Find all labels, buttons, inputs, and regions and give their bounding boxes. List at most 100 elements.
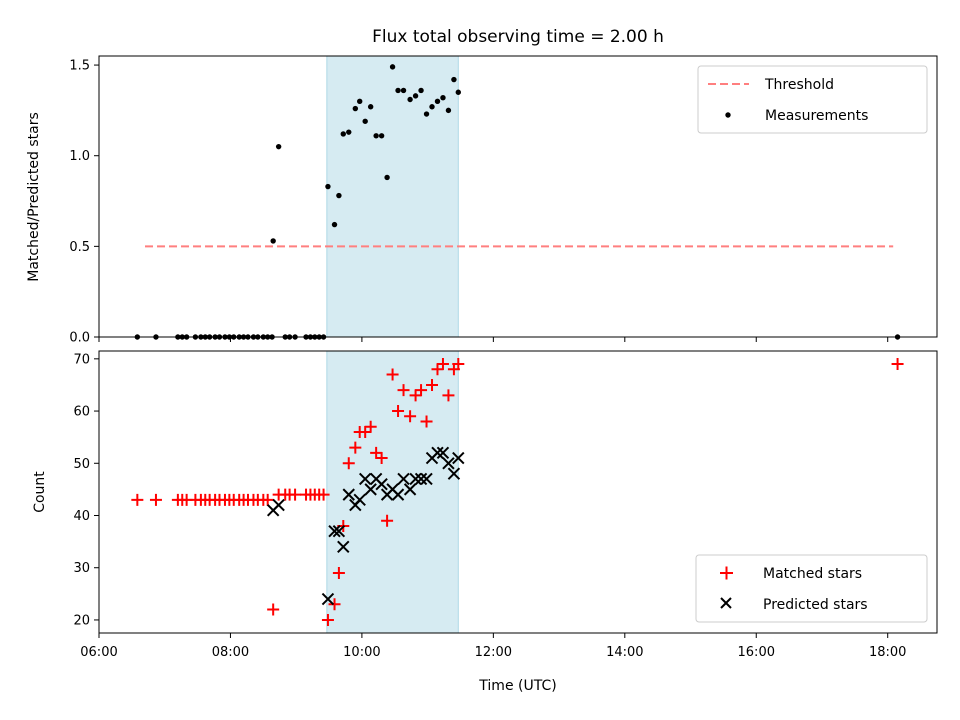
measurement-point bbox=[440, 94, 446, 101]
predicted-star-point bbox=[364, 483, 377, 496]
y-tick-label: 40 bbox=[73, 509, 90, 524]
measurement-point bbox=[270, 238, 276, 244]
chart-title: Flux total observing time = 2.00 h bbox=[372, 27, 664, 47]
predicted-star-point bbox=[452, 451, 465, 465]
x-tick-label: 12:00 bbox=[475, 645, 512, 660]
measurements-legend-swatch bbox=[725, 112, 731, 118]
bottom-y-ticks: 20 30 40 50 60 70 bbox=[73, 352, 99, 628]
measurement-point bbox=[336, 192, 342, 199]
y-tick-label: 20 bbox=[73, 613, 90, 628]
matched-star-point bbox=[431, 363, 444, 376]
predicted-star-point bbox=[431, 446, 444, 460]
measurement-point bbox=[429, 104, 435, 110]
bottom-legend-box bbox=[695, 554, 928, 623]
top-legend-box bbox=[697, 65, 928, 134]
measurement-point bbox=[400, 87, 407, 94]
matched-star-point bbox=[392, 405, 405, 418]
predicted-star-point bbox=[375, 477, 388, 491]
predicted-star-point bbox=[436, 446, 450, 460]
measurement-point bbox=[445, 107, 452, 114]
measurement-point bbox=[378, 133, 385, 139]
measurement-point bbox=[373, 133, 379, 139]
matched-star-point bbox=[409, 389, 422, 402]
y-tick-label: 60 bbox=[73, 405, 90, 420]
matched-star-point bbox=[452, 358, 465, 371]
matched-star-point bbox=[426, 378, 439, 391]
matched-star-point bbox=[131, 493, 144, 506]
measurement-point bbox=[362, 118, 368, 124]
x-tick-label: 06:00 bbox=[80, 645, 117, 660]
matched-star-point bbox=[349, 441, 362, 454]
measurement-point bbox=[418, 87, 424, 94]
matched-star-point bbox=[381, 514, 394, 527]
measurement-point bbox=[346, 129, 352, 135]
bottom-y-axis-label: Count bbox=[32, 471, 48, 513]
matched-star-point bbox=[332, 566, 345, 579]
predicted-star-point bbox=[391, 488, 405, 501]
bottom-panel: 20 30 40 50 60 70 06:00 08:00 10:00 12:00 14:00 16… bbox=[32, 350, 938, 694]
matched-star-point bbox=[891, 358, 904, 371]
measurement-point bbox=[395, 87, 401, 94]
y-tick-label: 30 bbox=[73, 561, 90, 576]
matched-star-point bbox=[375, 452, 388, 465]
matched-star-point bbox=[436, 358, 449, 371]
top-observing-window bbox=[326, 55, 459, 338]
matched-star-point bbox=[261, 493, 274, 506]
predicted-star-point bbox=[447, 467, 461, 480]
y-tick-label: 0.5 bbox=[69, 240, 90, 255]
matched-star-point bbox=[404, 410, 417, 423]
measurement-point bbox=[423, 111, 430, 117]
predicted-stars-legend-label: Predicted stars bbox=[763, 597, 868, 613]
matched-star-point bbox=[289, 488, 302, 501]
x-axis-label: Time (UTC) bbox=[478, 678, 556, 694]
predicted-star-point bbox=[397, 472, 410, 486]
measurement-point bbox=[407, 96, 413, 103]
measurement-point bbox=[389, 64, 396, 70]
x-tick-label: 18:00 bbox=[869, 645, 906, 660]
top-legend: Threshold Measurements bbox=[697, 65, 928, 134]
predicted-star-point bbox=[328, 524, 341, 538]
measurement-point bbox=[325, 183, 331, 190]
matched-star-point bbox=[342, 457, 355, 470]
y-tick-label: 1.0 bbox=[69, 149, 90, 164]
matched-star-point bbox=[364, 420, 377, 433]
top-panel: 0.0 0.5 1.0 1.5 Flux total observing time =… bbox=[26, 27, 938, 346]
measurement-point bbox=[340, 131, 346, 137]
predicted-stars-legend-swatch bbox=[720, 597, 732, 609]
matched-star-point bbox=[370, 446, 383, 459]
predicted-star-point bbox=[332, 524, 346, 538]
predicted-star-point bbox=[409, 472, 422, 486]
matched-star-point bbox=[415, 384, 428, 397]
y-tick-label: 0.0 bbox=[69, 331, 90, 346]
matched-star-point bbox=[359, 425, 372, 438]
threshold-legend-label: Threshold bbox=[764, 77, 834, 93]
measurement-point bbox=[275, 143, 282, 150]
measurements-legend-label: Measurements bbox=[765, 108, 868, 124]
counts-layer bbox=[131, 358, 904, 626]
predicted-star-point bbox=[442, 457, 455, 470]
predicted-star-point bbox=[358, 472, 372, 486]
matched-stars-legend-swatch bbox=[720, 566, 733, 580]
y-tick-label: 70 bbox=[73, 352, 90, 367]
predicted-star-point bbox=[420, 472, 433, 486]
measurement-point bbox=[434, 98, 441, 105]
bottom-x-ticks: 06:00 08:00 10:00 12:00 14:00 16:00 18:00 bbox=[80, 633, 906, 660]
measurement-point bbox=[412, 93, 419, 99]
measurement-point bbox=[367, 104, 374, 110]
matched-stars-legend-label: Matched stars bbox=[763, 566, 862, 582]
predicted-star-point bbox=[342, 488, 355, 501]
matched-star-point bbox=[442, 389, 455, 402]
top-plot-frame bbox=[98, 55, 938, 338]
matched-star-point bbox=[328, 598, 341, 611]
measurement-point bbox=[455, 89, 461, 95]
bottom-legend: Matched stars Predicted stars bbox=[695, 554, 928, 623]
top-y-ticks: 0.0 0.5 1.0 1.5 bbox=[69, 59, 99, 346]
y-tick-label: 1.5 bbox=[69, 59, 90, 74]
measurement-point bbox=[331, 221, 338, 228]
matched-star-point bbox=[317, 488, 330, 501]
predicted-star-point bbox=[321, 592, 335, 606]
matched-star-point bbox=[267, 603, 280, 616]
y-tick-label: 50 bbox=[73, 457, 90, 472]
x-tick-label: 08:00 bbox=[212, 645, 249, 660]
